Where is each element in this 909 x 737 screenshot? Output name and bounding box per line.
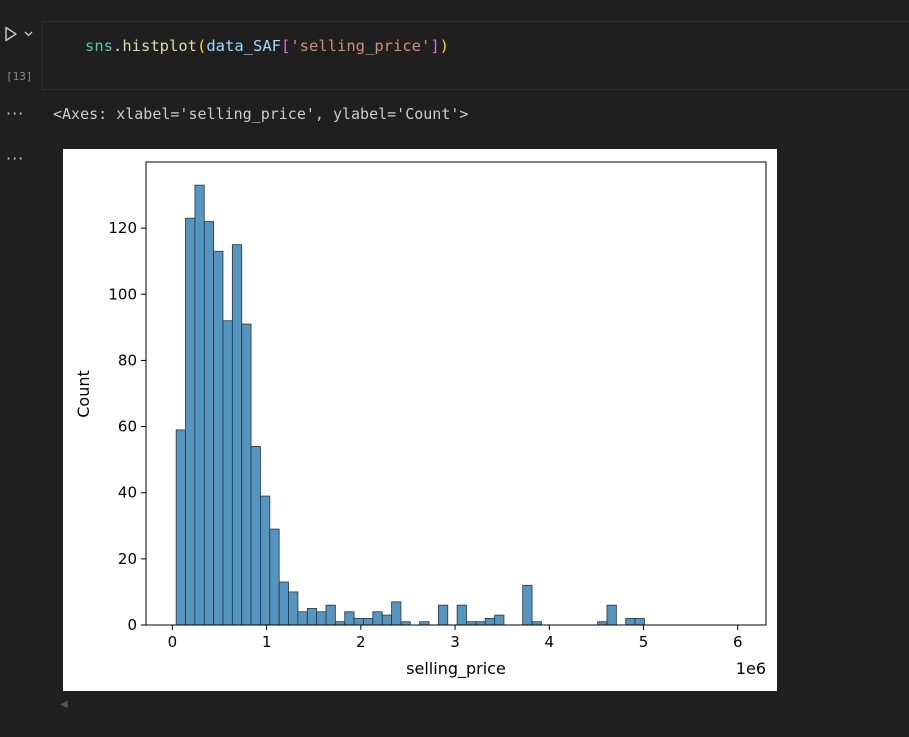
- output-repr: <Axes: xlabel='selling_price', ylabel='C…: [53, 105, 469, 123]
- code-function: histplot: [122, 37, 197, 55]
- code-close-paren: ): [439, 37, 450, 55]
- histogram-bar: [437, 604, 449, 626]
- histogram-bar: [372, 611, 383, 626]
- x-tick-label: 3: [450, 633, 460, 651]
- histogram-bar: [250, 446, 261, 626]
- execution-count: [13]: [6, 70, 33, 83]
- histogram-bar: [231, 244, 243, 626]
- x-tick-label: 4: [545, 633, 555, 651]
- x-tick-label: 0: [168, 633, 178, 651]
- histogram-bar: [175, 429, 186, 626]
- histogram-bar: [494, 614, 505, 626]
- histogram-bar: [306, 608, 318, 626]
- y-axis-ticks: 0 20 40 60 80 100 120: [108, 219, 146, 634]
- code-line[interactable]: sns.histplot(data_SAF['selling_price']): [85, 37, 449, 55]
- histogram-bar: [625, 617, 636, 626]
- chevron-down-icon[interactable]: [24, 31, 33, 37]
- histogram-bar: [213, 250, 224, 626]
- histogram-bar: [288, 591, 299, 626]
- output-more-icon-2[interactable]: ···: [6, 149, 25, 168]
- run-cell-icon[interactable]: [4, 26, 18, 42]
- y-tick-label: 120: [108, 219, 137, 237]
- histogram-bar: [522, 584, 533, 626]
- histogram-bar: [269, 528, 280, 626]
- histogram-bar: [381, 614, 392, 626]
- y-tick-label: 20: [118, 550, 137, 568]
- histogram-bar: [278, 581, 289, 626]
- code-module: sns: [85, 37, 113, 55]
- x-tick-label: 5: [639, 633, 649, 651]
- histogram-bar: [353, 617, 364, 626]
- histogram-bar: [203, 221, 215, 626]
- y-tick-label: 40: [118, 484, 137, 502]
- x-tick-label: 1: [262, 633, 272, 651]
- y-tick-label: 100: [108, 285, 137, 303]
- x-tick-label: 6: [733, 633, 743, 651]
- histogram-bar: [325, 604, 336, 626]
- histogram-bar: [260, 495, 271, 626]
- histogram-bar: [194, 184, 205, 626]
- x-axis-ticks: 0 1 2 3 4 5 6: [168, 625, 743, 651]
- histogram-bar: [344, 611, 355, 626]
- axes-frame: [145, 161, 767, 626]
- histogram-chart: 0 1 2 3 4 5 6 0 20 40 60 80 100 120 selling_price Co…: [74, 161, 767, 679]
- histogram-bar: [634, 617, 645, 626]
- histogram-bars: [175, 184, 645, 626]
- x-axis-label: selling_price: [406, 659, 506, 679]
- histogram-bar: [316, 611, 327, 626]
- code-variable: data_SAF: [206, 37, 281, 55]
- y-tick-label: 0: [127, 616, 137, 634]
- plot-image: 0 1 2 3 4 5 6 0 20 40 60 80 100 120 selling_price Co…: [63, 149, 777, 691]
- histogram-bar: [363, 617, 374, 626]
- y-axis-label: Count: [74, 370, 93, 418]
- histogram-bar: [185, 217, 196, 626]
- output-more-icon[interactable]: ···: [6, 104, 25, 123]
- code-open-bracket: [: [281, 37, 291, 55]
- histogram-bar: [484, 617, 495, 626]
- histogram-bar: [241, 323, 252, 626]
- x-tick-label: 2: [356, 633, 366, 651]
- y-tick-label: 60: [118, 418, 137, 436]
- histogram-bar: [391, 601, 402, 626]
- code-cell-editor[interactable]: sns.histplot(data_SAF['selling_price']): [42, 21, 909, 90]
- histogram-bar: [297, 611, 308, 626]
- code-string-arg: 'selling_price': [290, 37, 431, 55]
- histogram-bar: [222, 320, 233, 626]
- scroll-left-icon[interactable]: ◀: [60, 699, 68, 710]
- code-dot: .: [113, 37, 123, 55]
- code-open-paren: (: [197, 37, 207, 55]
- y-tick-label: 80: [118, 351, 137, 369]
- cell-run-controls: [4, 26, 33, 42]
- histogram-bar: [456, 604, 467, 626]
- x-axis-offset-text: 1e6: [736, 659, 766, 678]
- code-close-bracket: ]: [430, 37, 440, 55]
- histogram-bar: [606, 604, 617, 626]
